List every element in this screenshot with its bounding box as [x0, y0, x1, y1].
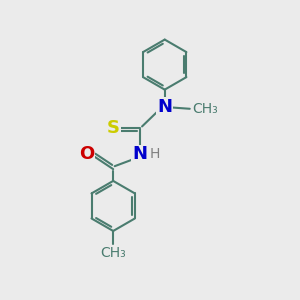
Text: H: H — [149, 147, 160, 161]
Text: CH₃: CH₃ — [100, 246, 126, 260]
Text: N: N — [132, 146, 147, 164]
Text: O: O — [79, 146, 94, 164]
Text: N: N — [157, 98, 172, 116]
Text: CH₃: CH₃ — [193, 102, 218, 116]
Text: S: S — [107, 119, 120, 137]
